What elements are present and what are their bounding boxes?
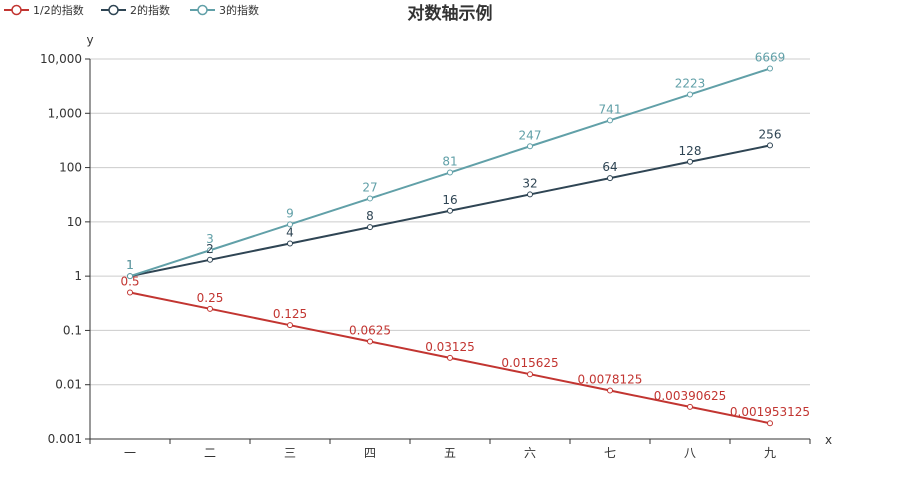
data-point[interactable] [127, 289, 133, 296]
data-label: 81 [442, 155, 457, 169]
data-point[interactable] [447, 169, 453, 176]
data-label: 128 [679, 144, 702, 158]
data-label: 2223 [675, 76, 706, 90]
legend-item[interactable]: 1/2的指数 [4, 3, 84, 17]
data-point[interactable] [767, 65, 773, 72]
data-point[interactable] [447, 207, 453, 214]
y-tick-label: 0.01 [55, 378, 82, 392]
data-point[interactable] [687, 403, 693, 410]
x-tick-label: 五 [444, 446, 456, 460]
data-point[interactable] [767, 420, 773, 427]
data-point[interactable] [687, 158, 693, 165]
grid-lines [90, 58, 810, 386]
data-point[interactable] [287, 240, 293, 247]
data-label: 0.03125 [425, 340, 475, 354]
data-labels: 0.5 0.25 0.125 0.0625 0.03125 0.015625 0.00781… [120, 51, 810, 420]
legend-marker-icon [197, 4, 208, 16]
y-tick-label: 10,000 [40, 52, 82, 66]
data-label: 3 [206, 232, 214, 246]
data-point[interactable] [207, 305, 213, 312]
x-axis-label: x [825, 433, 832, 447]
data-point[interactable] [287, 221, 293, 228]
x-tick-label: 四 [364, 446, 376, 460]
data-point[interactable] [527, 143, 533, 150]
data-point[interactable] [607, 387, 613, 394]
legend-label: 1/2的指数 [33, 3, 84, 17]
data-label: 741 [599, 102, 622, 116]
chart-title: 对数轴示例 [408, 3, 493, 24]
data-label: 4 [286, 225, 294, 239]
data-point[interactable] [367, 195, 373, 202]
legend-label: 3的指数 [219, 3, 259, 17]
y-axis-label: y [86, 33, 93, 47]
y-tick-label: 0.001 [48, 432, 82, 446]
x-tick-label: 八 [684, 446, 696, 460]
data-point[interactable] [207, 256, 213, 263]
data-label: 16 [442, 193, 457, 207]
y-tick-label: 1 [74, 269, 82, 283]
data-point[interactable] [767, 142, 773, 149]
data-label: 6669 [755, 51, 786, 65]
data-point[interactable] [367, 338, 373, 345]
axes: 10,000 1,000 100 10 1 0.1 0.01 0.001 一 二 三 四 五 六 七 八 九 [40, 52, 811, 460]
series-group [127, 65, 773, 427]
data-label: 9 [286, 206, 294, 220]
data-label: 0.0625 [349, 324, 391, 338]
y-tick-label: 1,000 [48, 106, 82, 120]
data-point[interactable] [127, 273, 133, 280]
data-label: 0.5 [120, 274, 139, 288]
data-label: 27 [362, 180, 377, 194]
x-tick-label: 七 [604, 446, 616, 460]
legend-item[interactable]: 2的指数 [101, 3, 170, 17]
data-point[interactable] [207, 247, 213, 254]
data-label: 0.015625 [501, 356, 558, 370]
x-tick-label: 三 [284, 446, 296, 460]
data-label: 0.25 [197, 291, 224, 305]
data-label: 8 [366, 209, 374, 223]
data-label: 2 [206, 242, 214, 256]
data-label: 0.125 [273, 307, 307, 321]
data-label: 64 [602, 160, 617, 174]
x-tick-label: 六 [524, 446, 536, 460]
data-label: 1 [126, 258, 134, 272]
data-point[interactable] [287, 322, 293, 329]
y-tick-label: 100 [59, 161, 82, 175]
data-point[interactable] [527, 371, 533, 378]
legend-label: 2的指数 [130, 3, 170, 17]
data-label: 32 [522, 176, 537, 190]
data-label: 0.0078125 [578, 373, 643, 387]
legend-marker-icon [11, 4, 22, 16]
y-tick-label: 0.1 [63, 323, 82, 337]
y-tick-label: 10 [67, 215, 82, 229]
data-label: 0.001953125 [730, 405, 810, 419]
data-point[interactable] [607, 175, 613, 182]
data-label: 247 [519, 128, 542, 142]
data-point[interactable] [607, 117, 613, 124]
x-tick-label: 九 [764, 446, 776, 460]
x-tick-label: 一 [124, 446, 136, 460]
legend[interactable]: 1/2的指数 2的指数 3的指数 [4, 3, 259, 17]
data-point[interactable] [527, 191, 533, 198]
data-point[interactable] [367, 224, 373, 231]
data-label: 256 [759, 127, 782, 141]
data-label: 1 [126, 258, 134, 272]
x-tick-label: 二 [204, 446, 216, 460]
legend-item[interactable]: 3的指数 [190, 3, 259, 17]
data-point[interactable] [447, 354, 453, 361]
legend-marker-icon [108, 4, 119, 16]
data-label: 0.00390625 [654, 389, 727, 403]
data-point[interactable] [687, 91, 693, 98]
